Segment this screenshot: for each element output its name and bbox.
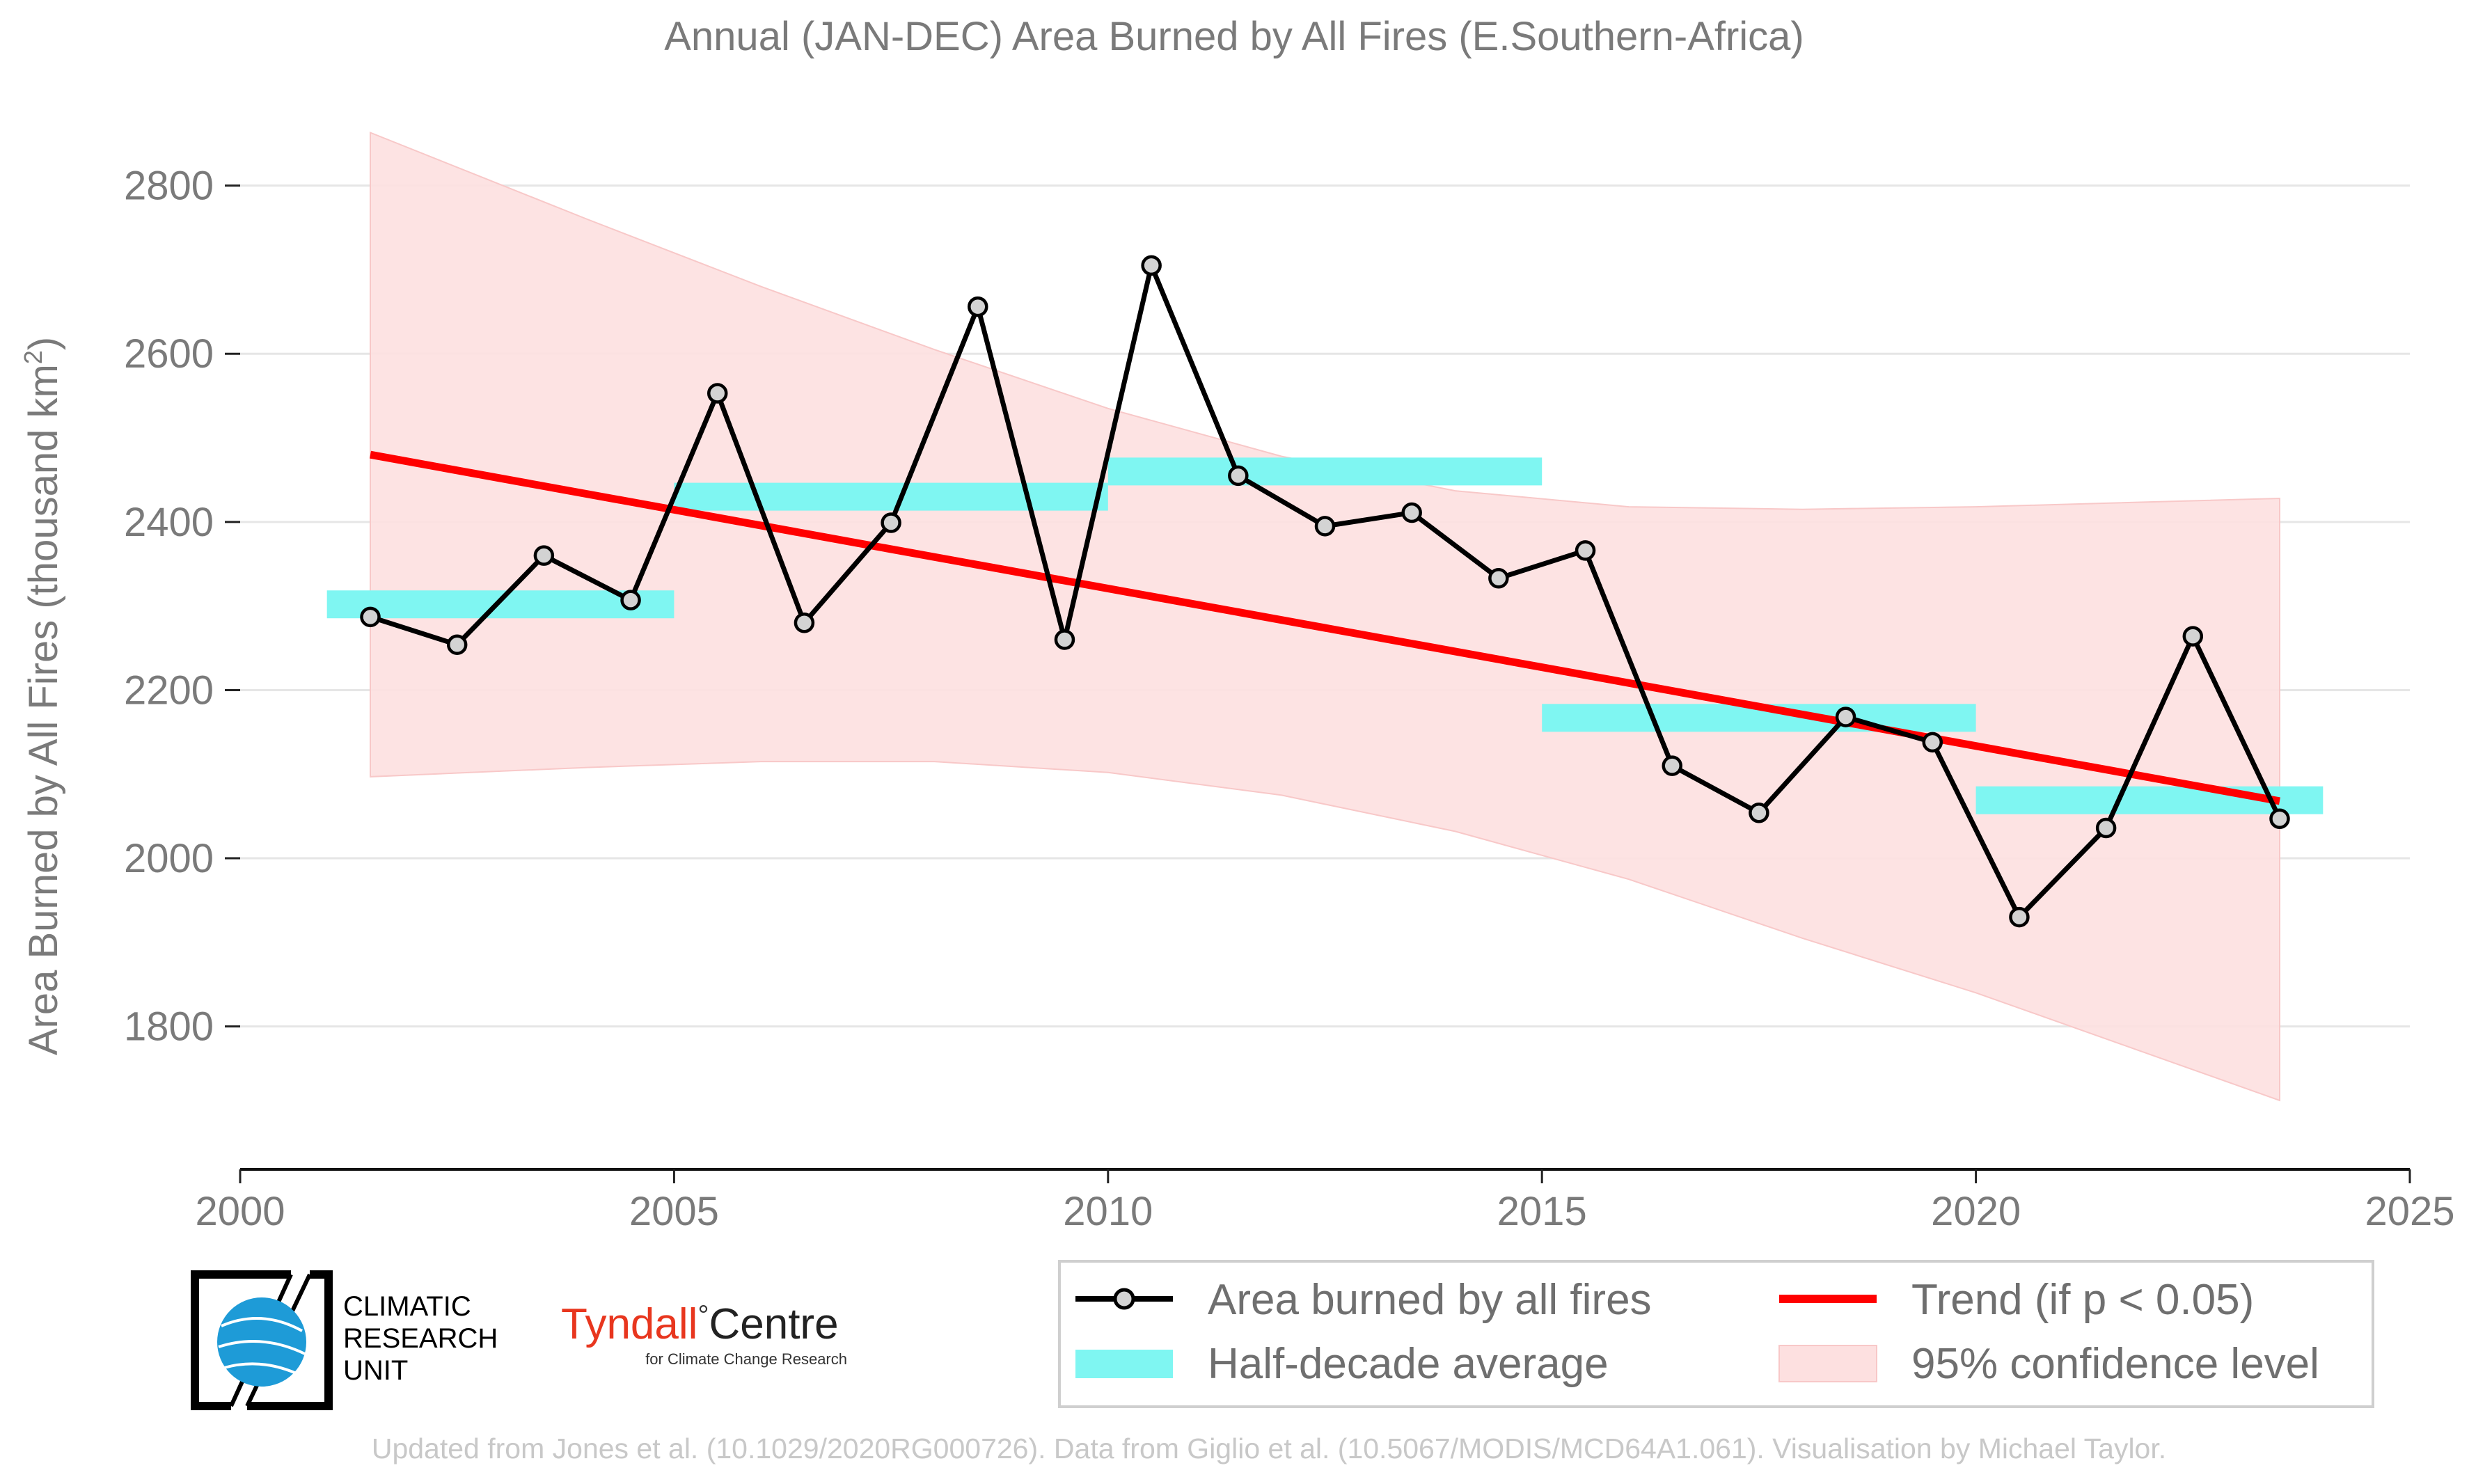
trend-line bbox=[370, 450, 2280, 805]
y-tick-label-2400: 2400 bbox=[124, 500, 214, 545]
tyndall-logo-degree: ° bbox=[697, 1300, 709, 1331]
y-axis-label: Area Burned by All Fires (thousand km2) bbox=[19, 337, 66, 1055]
y-tick-label-2000: 2000 bbox=[124, 836, 214, 881]
data-point-2020 bbox=[2009, 906, 2030, 928]
tyndall-logo-subtitle: for Climate Change Research bbox=[645, 1350, 847, 1368]
data-point-2012 bbox=[1314, 516, 1336, 537]
half-decade-bar-2 bbox=[1107, 457, 1543, 486]
legend-label-series: Area burned by all fires bbox=[1208, 1276, 1652, 1324]
half-decade-bar-1 bbox=[674, 482, 1108, 511]
footer-credits: Updated from Jones et al. (10.1029/2020R… bbox=[372, 1432, 2166, 1465]
data-point-2016 bbox=[1662, 755, 1682, 776]
data-point-2003 bbox=[533, 545, 555, 566]
cru-logo-line-1: CLIMATIC bbox=[343, 1291, 471, 1322]
y-axis-label-superscript: 2 bbox=[19, 350, 47, 364]
y-tick-label-2200: 2200 bbox=[124, 668, 214, 713]
cru-frame-right bbox=[247, 1270, 333, 1410]
tyndall-logo: Tyndall°Centre for Climate Change Resear… bbox=[561, 1300, 847, 1368]
y-tick-label-1800: 1800 bbox=[124, 1004, 214, 1050]
x-tick-label-2020: 2020 bbox=[1931, 1189, 2021, 1234]
cru-logo-line-3: UNIT bbox=[343, 1355, 408, 1386]
x-tick-label-2005: 2005 bbox=[629, 1189, 719, 1234]
data-point-2010 bbox=[1141, 255, 1162, 276]
data-point-2013 bbox=[1401, 502, 1422, 523]
x-tick-label-2025: 2025 bbox=[2365, 1189, 2454, 1234]
x-tick-label-2015: 2015 bbox=[1497, 1189, 1587, 1234]
legend-box bbox=[1058, 1260, 2374, 1408]
confidence-band bbox=[370, 132, 2280, 1102]
chart-title: Annual (JAN-DEC) Area Burned by All Fire… bbox=[664, 14, 1804, 59]
y-tick-label-2600: 2600 bbox=[124, 331, 214, 377]
data-point-2006 bbox=[794, 613, 815, 633]
tyndall-logo-centre: Centre bbox=[709, 1300, 838, 1348]
data-point-2008 bbox=[968, 296, 988, 317]
cru-logo-line-2: RESEARCH bbox=[343, 1323, 498, 1354]
data-point-2015 bbox=[1575, 540, 1596, 561]
legend: Area burned by all fires Trend (if p < 0… bbox=[1058, 1260, 2374, 1408]
data-point-2017 bbox=[1749, 803, 1769, 823]
x-tick-label-2000: 2000 bbox=[195, 1189, 285, 1234]
legend-swatch-confidence bbox=[1778, 1345, 1877, 1382]
legend-label-trend: Trend (if p < 0.05) bbox=[1911, 1276, 2254, 1324]
trend-layer bbox=[370, 450, 2280, 805]
y-axis-label-end: ) bbox=[21, 337, 66, 350]
cru-frame bbox=[191, 1270, 291, 1410]
data-point-2005 bbox=[707, 383, 728, 404]
confidence-band-layer bbox=[370, 132, 2280, 1102]
data-point-2009 bbox=[1054, 629, 1075, 650]
data-point-2021 bbox=[2095, 817, 2117, 839]
legend-label-confidence: 95% confidence level bbox=[1911, 1340, 2319, 1388]
cru-logo: CLIMATIC RESEARCH UNIT bbox=[191, 1270, 498, 1410]
globe-lines bbox=[218, 1317, 306, 1376]
legend-swatch-half-decade bbox=[1075, 1350, 1173, 1378]
series-layer bbox=[360, 255, 2290, 928]
legend-swatch-series-marker bbox=[1113, 1288, 1135, 1310]
data-point-2014 bbox=[1488, 568, 1509, 589]
data-point-2007 bbox=[881, 512, 901, 533]
tyndall-logo-word: Tyndall bbox=[561, 1300, 697, 1348]
data-point-2001 bbox=[360, 606, 381, 628]
x-tick-label-2010: 2010 bbox=[1063, 1189, 1153, 1234]
tyndall-logo-main: Tyndall°Centre bbox=[561, 1300, 839, 1348]
y-tick-label-2800: 2800 bbox=[124, 164, 214, 209]
data-point-2023 bbox=[2269, 808, 2290, 830]
data-point-2018 bbox=[1835, 707, 1856, 727]
data-point-2019 bbox=[1922, 732, 1943, 753]
axes-layer: 1800 2000 2200 2400 2600 2800 2000 2005 2010 2015… bbox=[124, 164, 2455, 1234]
data-point-2004 bbox=[620, 590, 641, 610]
data-point-2002 bbox=[446, 634, 468, 655]
legend-label-half-decade: Half-decade average bbox=[1208, 1340, 1609, 1388]
y-axis-label-main: Area Burned by All Fires (thousand km bbox=[21, 364, 66, 1055]
data-point-2011 bbox=[1228, 465, 1249, 487]
data-point-2022 bbox=[2182, 626, 2204, 647]
